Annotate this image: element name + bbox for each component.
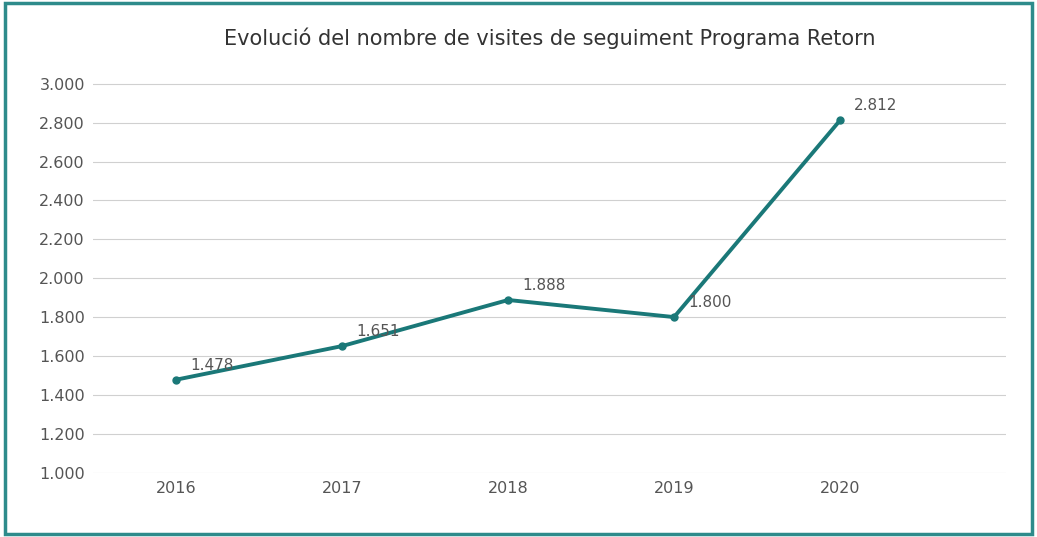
- Text: 1.651: 1.651: [356, 324, 399, 339]
- Text: 2.812: 2.812: [853, 98, 897, 113]
- Title: Evolució del nombre de visites de seguiment Programa Retorn: Evolució del nombre de visites de seguim…: [224, 27, 875, 49]
- Text: 1.800: 1.800: [688, 295, 731, 310]
- Text: 1.478: 1.478: [190, 358, 233, 373]
- Text: 1.888: 1.888: [522, 278, 565, 293]
